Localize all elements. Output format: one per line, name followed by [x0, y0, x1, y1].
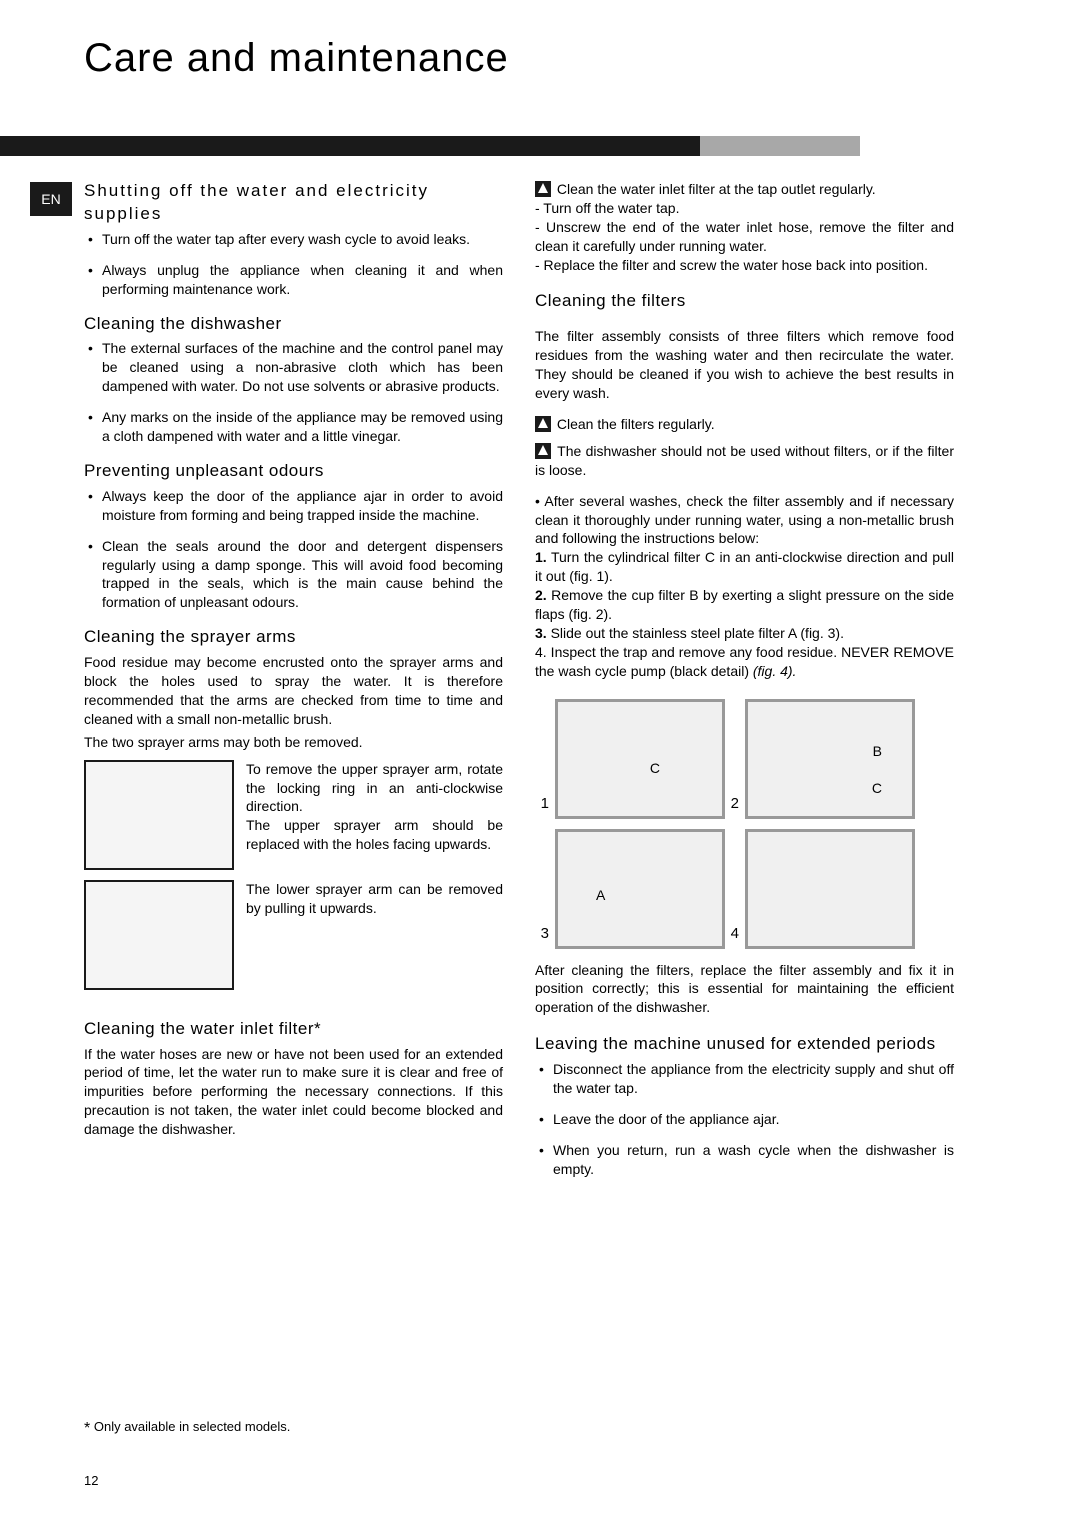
figure-lower-sprayer — [84, 880, 234, 990]
list-shutting-off: Turn off the water tap after every wash … — [84, 230, 503, 299]
content-area: Shutting off the water and electricity s… — [84, 180, 954, 1193]
list-item: Disconnect the appliance from the electr… — [535, 1060, 954, 1098]
text: To remove the upper sprayer arm, rotate … — [246, 761, 503, 815]
warning-icon — [535, 181, 551, 197]
list-item: Clean the seals around the door and dete… — [84, 537, 503, 613]
header-bar-light — [700, 136, 860, 156]
image-row-lower-arm: The lower sprayer arm can be removed by … — [84, 880, 503, 990]
para: - Replace the filter and screw the water… — [535, 256, 954, 275]
list-cleaning-dishwasher: The external surfaces of the machine and… — [84, 339, 503, 445]
para: Food residue may become encrusted onto t… — [84, 653, 503, 729]
figure-number: 3 — [535, 924, 555, 948]
list-item: Always keep the door of the appliance aj… — [84, 487, 503, 525]
list-odours: Always keep the door of the appliance aj… — [84, 487, 503, 612]
list-item: When you return, run a wash cycle when t… — [535, 1141, 954, 1179]
figure-4 — [745, 829, 915, 949]
page-number: 12 — [84, 1473, 98, 1488]
figure-number: 2 — [725, 794, 745, 818]
subheading-odours: Preventing unpleasant odours — [84, 460, 503, 483]
figure-text: To remove the upper sprayer arm, rotate … — [246, 760, 503, 870]
figure-number: 1 — [535, 794, 555, 818]
list-item: Turn off the water tap after every wash … — [84, 230, 503, 249]
right-column: Clean the water inlet filter at the tap … — [535, 180, 954, 1193]
image-row-upper-arm: To remove the upper sprayer arm, rotate … — [84, 760, 503, 870]
para: The two sprayer arms may both be removed… — [84, 733, 503, 752]
filter-figure-grid: 1 C 2 B C 3 A 4 — [535, 699, 954, 949]
figure-upper-sprayer — [84, 760, 234, 870]
step: 1. Turn the cylindrical filter C in an a… — [535, 548, 954, 586]
step: 3. Slide out the stainless steel plate f… — [535, 624, 954, 643]
para: If the water hoses are new or have not b… — [84, 1045, 503, 1139]
warning-para: The dishwasher should not be used withou… — [535, 442, 954, 480]
text: Clean the filters regularly. — [557, 416, 715, 432]
step: 2. Remove the cup filter B by exerting a… — [535, 586, 954, 624]
page-title: Care and maintenance — [0, 0, 1080, 81]
list-item: Any marks on the inside of the appliance… — [84, 408, 503, 446]
para: - Unscrew the end of the water inlet hos… — [535, 218, 954, 256]
language-badge: EN — [30, 182, 72, 216]
para: The filter assembly consists of three fi… — [535, 327, 954, 403]
para: - Turn off the water tap. — [535, 199, 954, 218]
subheading-shutting-off: Shutting off the water and electricity s… — [84, 180, 503, 226]
subheading-cleaning-dishwasher: Cleaning the dishwasher — [84, 313, 503, 336]
warning-para: Clean the water inlet filter at the tap … — [535, 180, 954, 199]
text: The upper sprayer arm should be replaced… — [246, 817, 503, 852]
subheading-cleaning-filters: Cleaning the filters — [535, 290, 954, 313]
para: • After several washes, check the filter… — [535, 492, 954, 549]
list-item: Always unplug the appliance when cleanin… — [84, 261, 503, 299]
warning-icon — [535, 443, 551, 459]
subheading-unused: Leaving the machine unused for extended … — [535, 1033, 954, 1056]
left-column: Shutting off the water and electricity s… — [84, 180, 503, 1193]
list-item: The external surfaces of the machine and… — [84, 339, 503, 396]
figure-label: A — [596, 886, 605, 905]
figure-3: A — [555, 829, 725, 949]
header-bar-dark — [0, 136, 700, 156]
text: Clean the water inlet filter at the tap … — [557, 181, 876, 197]
footnote-text: Only available in selected models. — [90, 1419, 290, 1434]
list-item: Leave the door of the appliance ajar. — [535, 1110, 954, 1129]
list-unused: Disconnect the appliance from the electr… — [535, 1060, 954, 1178]
figure-label: C — [650, 759, 660, 778]
subheading-inlet-filter: Cleaning the water inlet filter* — [84, 1018, 503, 1041]
subheading-sprayer: Cleaning the sprayer arms — [84, 626, 503, 649]
figure-2: B C — [745, 699, 915, 819]
warning-icon — [535, 416, 551, 432]
step: 4. Inspect the trap and remove any food … — [535, 643, 954, 681]
warning-para: Clean the filters regularly. — [535, 415, 954, 434]
para: After cleaning the filters, replace the … — [535, 961, 954, 1018]
figure-label: B — [873, 742, 882, 761]
figure-1: C — [555, 699, 725, 819]
figure-text: The lower sprayer arm can be removed by … — [246, 880, 503, 990]
figure-number: 4 — [725, 924, 745, 948]
figure-label: C — [872, 779, 882, 798]
text: The dishwasher should not be used withou… — [535, 443, 954, 478]
footnote: * Only available in selected models. — [84, 1419, 290, 1438]
